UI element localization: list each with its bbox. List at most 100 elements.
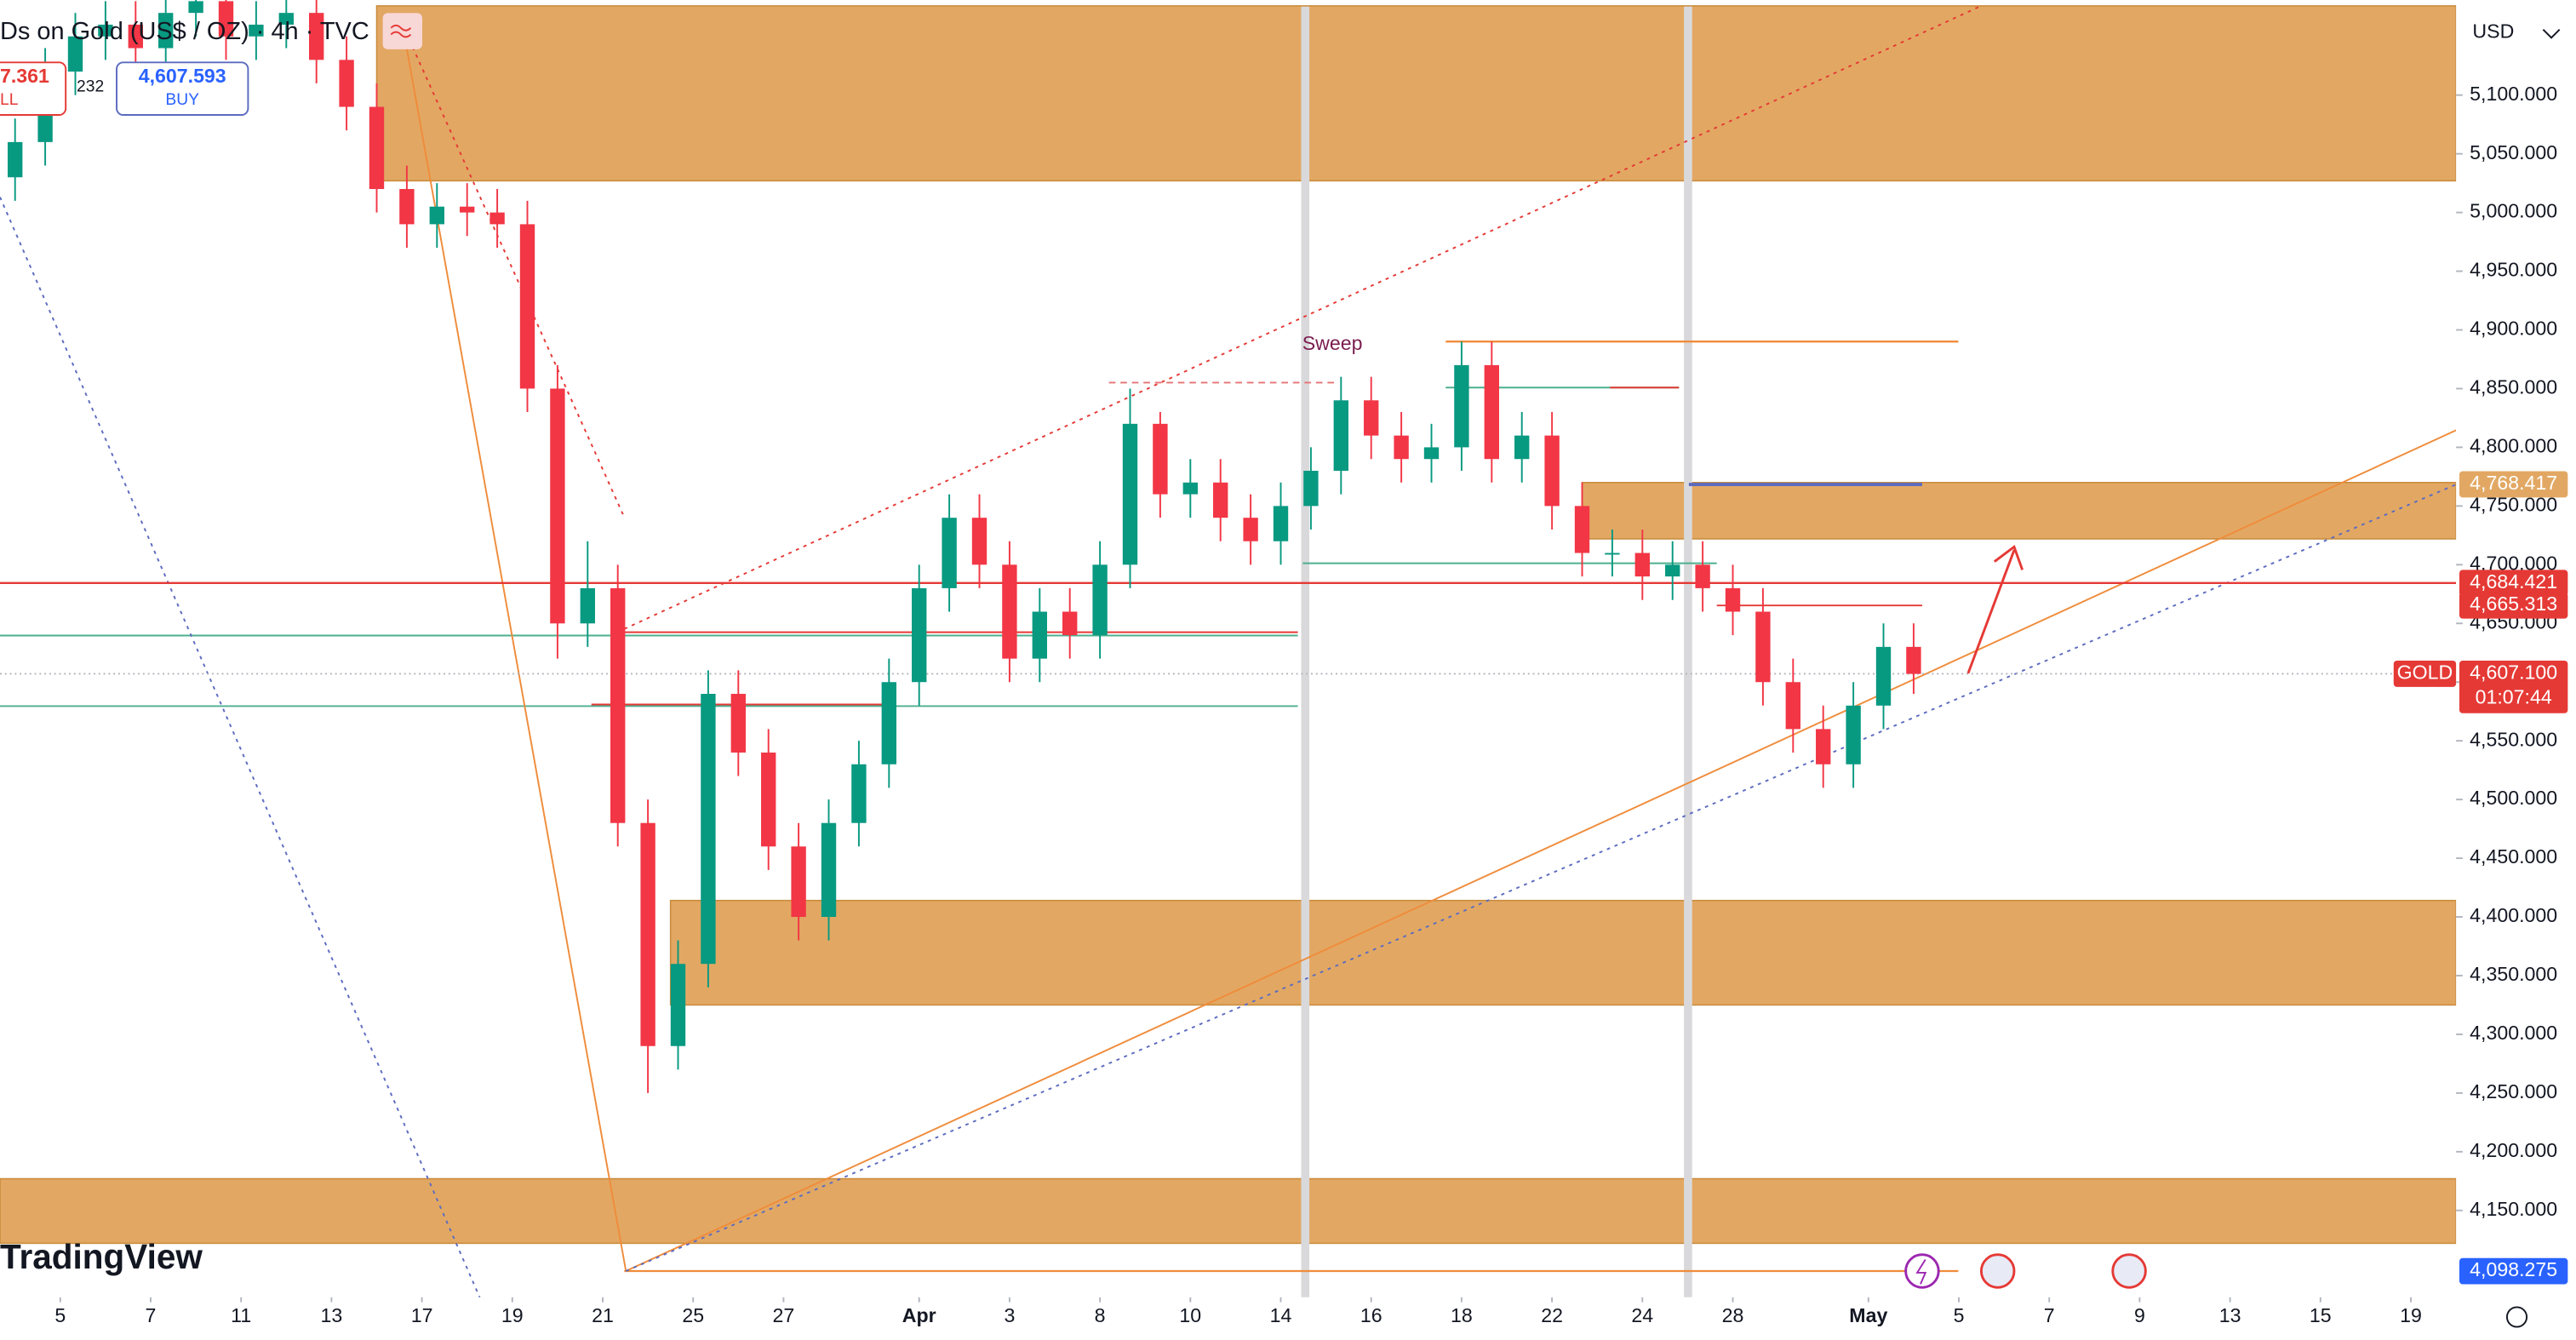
annotation: Sweep — [1302, 332, 1363, 354]
x-tick-label: 5 — [54, 1304, 66, 1326]
y-tick-label: 4,350.000 — [2470, 963, 2557, 985]
time-axis — [0, 1297, 2576, 1340]
y-tick-label: 4,450.000 — [2470, 845, 2557, 868]
y-tick-label: 4,800.000 — [2470, 435, 2557, 457]
y-tick-label: 5,000.000 — [2470, 200, 2557, 222]
candle-body — [158, 13, 174, 49]
x-tick-label: 8 — [1095, 1304, 1106, 1326]
x-tick-label: 13 — [2219, 1304, 2241, 1326]
candle-body — [369, 106, 385, 190]
candle-body — [519, 224, 535, 389]
candle-body — [399, 189, 415, 225]
x-tick-label: 10 — [1179, 1304, 1201, 1326]
zone — [0, 1177, 2457, 1245]
x-tick-label: 28 — [1722, 1304, 1744, 1326]
indicator-icon[interactable] — [382, 13, 422, 49]
x-tick-label: 7 — [146, 1304, 157, 1326]
candle-body — [1574, 506, 1590, 553]
x-tick-label: 13 — [321, 1304, 343, 1326]
x-tick-label: 19 — [501, 1304, 524, 1326]
candle-body — [1906, 646, 1921, 674]
candle-body — [1062, 611, 1078, 636]
settings-icon[interactable] — [2505, 1306, 2528, 1328]
x-tick-label: 22 — [1541, 1304, 1563, 1326]
candle-body — [791, 846, 806, 918]
event-icon[interactable] — [1904, 1253, 1940, 1289]
spread: 232 — [77, 77, 104, 95]
candle-body — [1846, 705, 1861, 764]
x-tick-label: 15 — [2310, 1304, 2332, 1326]
x-tick-label: 5 — [1954, 1304, 1965, 1326]
event-icon[interactable] — [1979, 1253, 2016, 1289]
candle-body — [1454, 364, 1469, 448]
candle-body — [701, 694, 716, 965]
candle-body — [1665, 564, 1680, 577]
y-tick-label: 4,500.000 — [2470, 787, 2557, 809]
x-tick-label: Apr — [902, 1304, 936, 1326]
candle-body — [580, 587, 595, 624]
price-tag — [2459, 592, 2568, 619]
candle-body — [1303, 470, 1319, 507]
sell-price: 7.361 — [0, 65, 49, 87]
candle-body — [1725, 587, 1741, 612]
currency-caret — [2542, 29, 2561, 39]
currency[interactable]: USD — [2472, 20, 2514, 43]
buy-button[interactable] — [116, 61, 249, 116]
candle-body — [1634, 553, 1650, 577]
trend-line — [401, 24, 627, 1272]
price-tag-label: 4,665.313 — [2470, 593, 2557, 615]
price-tag — [2459, 661, 2568, 713]
symbol-tag-label: GOLD — [2397, 661, 2453, 684]
candle-body — [1273, 506, 1289, 541]
x-tick-label: 9 — [2134, 1304, 2145, 1326]
price-tag-label: 4,098.275 — [2470, 1258, 2557, 1280]
candle-body — [188, 1, 203, 14]
channel-line — [623, 5, 1980, 630]
x-tick-label: 21 — [592, 1304, 614, 1326]
candle-body — [309, 13, 324, 60]
y-tick-label: 4,250.000 — [2470, 1080, 2557, 1102]
candle-body — [1484, 364, 1499, 460]
candle-body — [8, 141, 23, 178]
candle-body — [1394, 435, 1409, 460]
symbol-tag — [2393, 661, 2457, 687]
candle-body — [942, 518, 957, 588]
y-tick-label: 4,550.000 — [2470, 728, 2557, 750]
y-tick-label: 4,300.000 — [2470, 1022, 2557, 1044]
candle-body — [610, 587, 626, 823]
axes: 4,150.000 4,200.000 4,250.000 4,300.000 4,35… — [54, 83, 2568, 1326]
levels — [0, 581, 2457, 675]
candle-body — [550, 388, 565, 624]
x-tick-label: 11 — [231, 1304, 251, 1326]
candle-body — [971, 518, 987, 565]
x-tick-label: May — [1849, 1304, 1887, 1326]
sell-button[interactable] — [0, 61, 67, 116]
zones — [0, 5, 2457, 1245]
trend-line — [625, 429, 2457, 1272]
candle-body — [1514, 435, 1530, 460]
candle-body — [730, 694, 746, 753]
x-tick-label: 17 — [411, 1304, 433, 1326]
candle-body — [1002, 564, 1017, 659]
candle-body — [1605, 553, 1620, 555]
candle-body — [460, 206, 475, 213]
buy-price: 4,607.593 — [139, 65, 226, 87]
candle-body — [1243, 518, 1258, 541]
x-tick-label: 19 — [2400, 1304, 2422, 1326]
arrow — [1966, 549, 2016, 674]
candle-body — [67, 36, 83, 72]
y-tick-label: 5,050.000 — [2470, 141, 2557, 163]
event-icon[interactable] — [2111, 1253, 2147, 1289]
session-marker — [1301, 6, 1310, 1297]
candle-body — [912, 587, 927, 683]
candle-body — [1423, 447, 1440, 460]
x-tick-label: 18 — [1451, 1304, 1473, 1326]
candle-body — [1785, 682, 1800, 730]
trend-line — [625, 484, 2457, 1272]
candle-body — [1695, 564, 1710, 588]
sell-label: LL — [0, 91, 19, 109]
price-tag — [2459, 1257, 2568, 1285]
candle-body — [1875, 646, 1892, 706]
